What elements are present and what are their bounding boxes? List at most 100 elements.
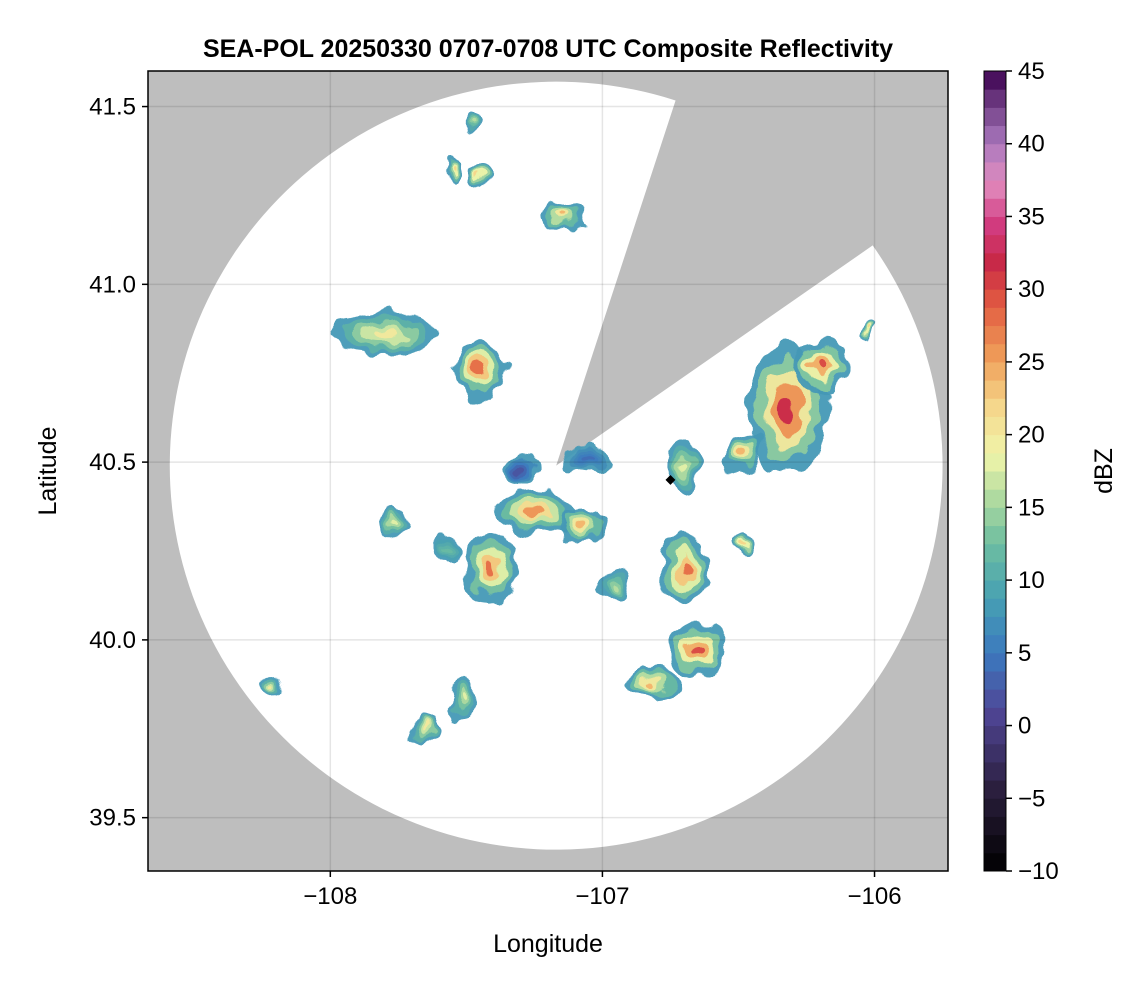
echo-contour <box>485 561 497 576</box>
colorbar-tick-label: −10 <box>1018 858 1059 885</box>
echo-cell <box>670 622 725 679</box>
echo-cell <box>411 714 440 743</box>
y-axis-ticks: 39.5 40.0 40.5 41.0 41.5 <box>89 94 148 832</box>
colorbar-band <box>984 125 1006 145</box>
plot-frame <box>147 70 949 872</box>
echo-contour <box>612 583 620 591</box>
echo-cell <box>452 337 508 402</box>
colorbar-band <box>984 343 1006 363</box>
colorbar-tick-label: 5 <box>1018 640 1031 667</box>
colorbar-band <box>984 143 1006 163</box>
echo-cell <box>624 664 679 701</box>
y-tick-label: 40.0 <box>89 627 136 654</box>
echo-cell <box>659 533 709 605</box>
echo-cell <box>256 675 285 697</box>
y-axis-label: Latitude <box>34 427 62 516</box>
colorbar-tick-label: −5 <box>1018 785 1045 812</box>
echo-contour <box>477 174 483 181</box>
colorbar-band <box>984 834 1006 854</box>
echo-contour <box>373 329 396 339</box>
colorbar: −10 −5 0 5 10 15 20 25 30 35 40 45 dBZ <box>983 58 1118 885</box>
colorbar-band <box>984 543 1006 563</box>
echo-contour <box>526 507 543 517</box>
echo-contour <box>422 725 429 732</box>
colorbar-band <box>984 761 1006 781</box>
colorbar-band <box>984 725 1006 745</box>
colorbar-tick-label: 30 <box>1018 276 1045 303</box>
colorbar-band <box>984 380 1006 399</box>
colorbar-band <box>984 361 1006 381</box>
colorbar-band <box>984 580 1006 599</box>
colorbar-band <box>984 616 1006 636</box>
colorbar-tick-label: 0 <box>1018 713 1031 740</box>
echo-cell <box>433 533 461 562</box>
colorbar-band <box>984 398 1006 417</box>
colorbar-band <box>984 289 1006 308</box>
y-tick-label: 41.0 <box>89 271 136 298</box>
echo-cell <box>860 323 872 338</box>
colorbar-band <box>984 507 1006 527</box>
echo-contour <box>470 122 474 127</box>
x-tick-label: −108 <box>303 883 357 910</box>
colorbar-band <box>984 780 1006 799</box>
colorbar-band <box>984 198 1006 217</box>
echo-contour <box>474 363 486 377</box>
echo-contour <box>578 522 589 530</box>
echo-cell <box>558 508 608 544</box>
colorbar-band <box>984 743 1006 763</box>
colorbar-band <box>984 707 1006 727</box>
colorbar-band <box>984 471 1006 490</box>
colorbar-tick-label: 25 <box>1018 349 1045 376</box>
echo-cell <box>493 490 576 534</box>
echo-contour <box>390 519 396 526</box>
colorbar-tick-label: 40 <box>1018 131 1045 158</box>
echo-contour <box>458 691 464 702</box>
echo-cell <box>330 312 440 356</box>
echo-cell <box>561 444 617 473</box>
colorbar-band <box>984 325 1006 345</box>
plot-area: −108 −107 −106 39.5 40.0 40.5 41.0 41.5 <box>89 70 949 910</box>
echo-contour <box>741 541 747 547</box>
colorbar-frame <box>983 70 1007 872</box>
y-tick-label: 39.5 <box>89 805 136 832</box>
echo-cell <box>469 163 491 192</box>
x-tick-label: −106 <box>847 883 901 910</box>
colorbar-band <box>984 798 1006 817</box>
colorbar-band <box>984 452 1006 472</box>
colorbar-band <box>984 816 1006 836</box>
y-tick-label: 41.5 <box>89 94 136 121</box>
colorbar-band <box>984 689 1006 708</box>
colorbar-band <box>984 252 1006 272</box>
x-axis-ticks: −108 −107 −106 <box>303 871 902 910</box>
x-tick-label: −107 <box>575 883 629 910</box>
echo-contour <box>740 447 748 456</box>
grid-lines <box>148 71 948 871</box>
echo-contour <box>779 395 796 422</box>
echo-cell <box>599 568 633 605</box>
colorbar-tick-label: 10 <box>1018 567 1045 594</box>
x-axis-label: Longitude <box>493 930 603 958</box>
colorbar-tick-label: 35 <box>1018 203 1045 230</box>
echo-contour <box>583 455 595 462</box>
colorbar-band <box>984 307 1006 327</box>
echo-contour <box>444 544 451 551</box>
colorbar-label: dBZ <box>1090 448 1118 494</box>
colorbar-band <box>984 671 1006 690</box>
colorbar-ticks: −10 −5 0 5 10 15 20 25 30 35 40 45 <box>1006 58 1059 885</box>
echo-cell <box>463 113 480 135</box>
echo-cell <box>441 156 464 178</box>
y-tick-label: 40.5 <box>89 449 136 476</box>
radar-coverage-region <box>169 81 943 850</box>
echo-cell <box>539 202 584 231</box>
colorbar-band <box>984 489 1006 508</box>
echo-cell <box>463 533 519 605</box>
echo-cell <box>792 341 848 391</box>
echo-cell <box>724 430 763 473</box>
echo-contour <box>517 466 525 473</box>
colorbar-band <box>984 598 1006 617</box>
echo-cell <box>667 440 701 498</box>
colorbar-band <box>984 180 1006 199</box>
colorbar-band <box>984 652 1006 672</box>
echo-contour <box>557 213 566 220</box>
